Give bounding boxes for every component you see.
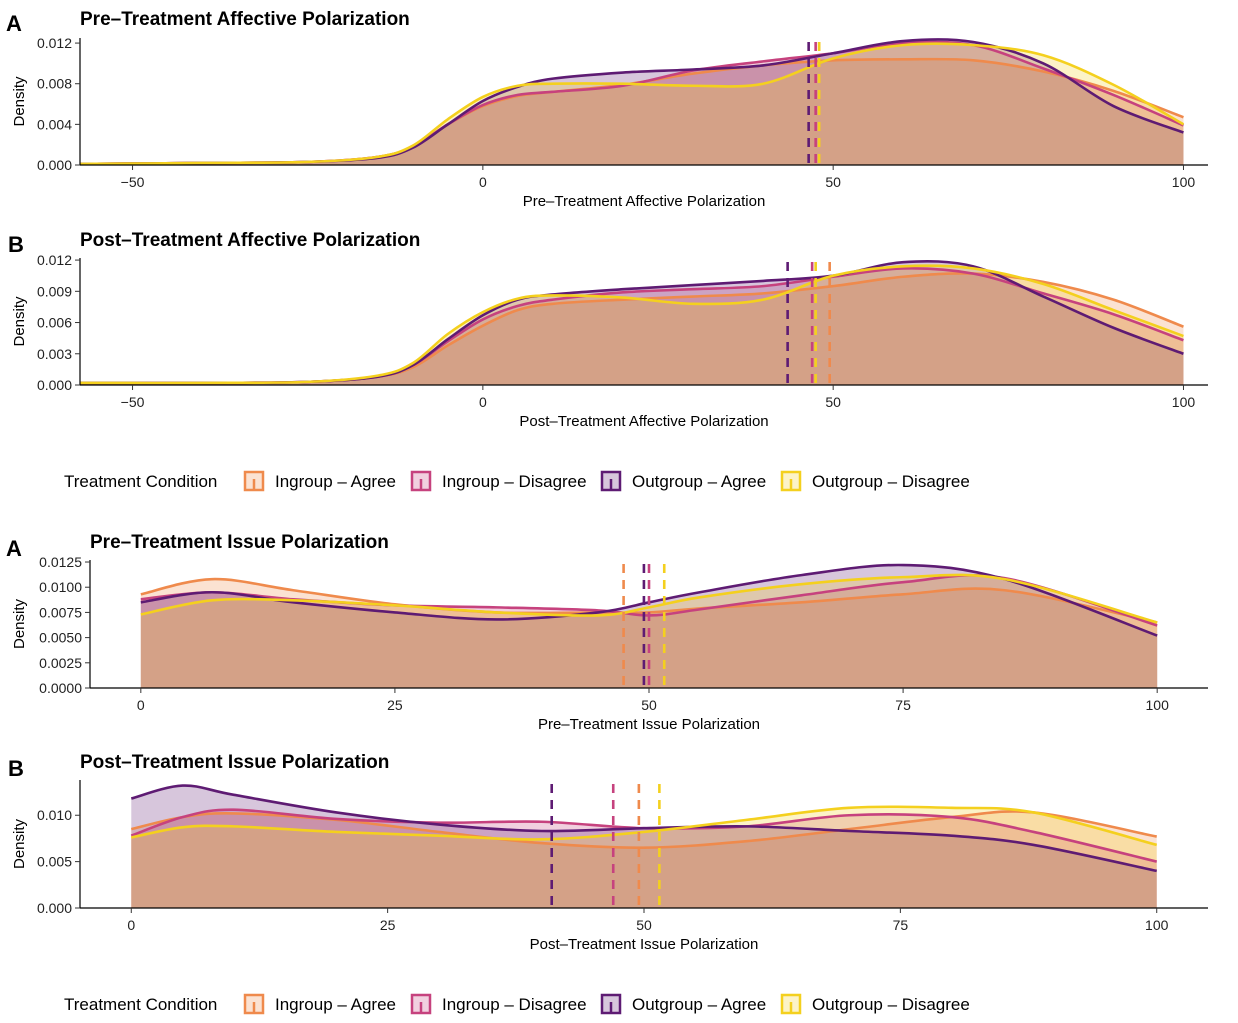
x-axis-title: Post–Treatment Affective Polarization [519,413,768,430]
density-curve [131,805,1158,847]
legend-label: Outgroup – Disagree [812,472,970,491]
y-tick-label: 0.003 [37,346,72,362]
density-fill [80,41,1184,166]
density-fill [80,261,1184,385]
x-tick-label: 50 [636,917,652,933]
x-tick-label: 100 [1145,917,1169,933]
y-tick-label: 0.0100 [39,579,82,595]
y-axis-title: Density [11,296,28,347]
legend-label: Ingroup – Disagree [442,995,587,1014]
x-tick-label: 25 [380,917,396,933]
x-tick-label: 25 [387,697,403,713]
density-fill [80,273,1184,385]
panel-3: A Pre–Treatment Issue Polarization 0.0000 0… [6,532,1208,733]
density-fill [140,564,1158,688]
density-curve [130,808,1158,863]
density-curve [140,573,1158,624]
x-tick-label: 0 [479,174,487,190]
x-tick-label: 100 [1146,697,1170,713]
y-tick-label: 0.000 [37,900,72,916]
legend-item: Ingroup – Agree [243,993,396,1015]
panel-tag: A [6,11,22,36]
legend-2: Treatment Condition Ingroup – Agree Ingrou… [64,993,970,1015]
y-tick-label: 0.000 [37,157,72,173]
density-fill [80,39,1184,165]
x-tick-label: 75 [893,917,909,933]
x-tick-label: −50 [121,174,145,190]
x-tick-label: 75 [895,697,911,713]
density-curve [130,810,1157,850]
legend-title: Treatment Condition [64,995,217,1014]
legend-label: Outgroup – Agree [632,995,766,1014]
panel-title: Pre–Treatment Issue Polarization [90,532,389,553]
legend-item: Outgroup – Agree [600,993,766,1015]
y-axis-title: Density [11,598,28,649]
panel-4: B Post–Treatment Issue Polarization 0.000 0… [8,752,1208,953]
y-tick-label: 0.0075 [39,604,82,620]
x-tick-label: 50 [825,174,841,190]
y-tick-label: 0.009 [37,283,72,299]
y-tick-label: 0.008 [37,76,72,92]
density-fill [80,268,1184,385]
legend-item: Outgroup – Disagree [780,993,970,1015]
y-tick-label: 0.010 [37,807,72,823]
x-tick-label: 0 [479,394,487,410]
x-axis-title: Post–Treatment Issue Polarization [530,936,759,953]
legend-item: Ingroup – Agree [243,470,396,492]
legend-label: Outgroup – Agree [632,472,766,491]
panel-tag: B [8,232,24,257]
legend-item: Ingroup – Disagree [410,993,587,1015]
x-axis-title: Pre–Treatment Issue Polarization [538,716,760,733]
legend-item: Outgroup – Disagree [780,470,970,492]
y-tick-label: 0.0000 [39,680,82,696]
x-tick-label: 0 [127,917,135,933]
x-tick-label: 50 [825,394,841,410]
legend-label: Outgroup – Disagree [812,995,970,1014]
density-curve [140,563,1158,637]
y-axis-title: Density [11,818,28,869]
y-tick-label: 0.0025 [39,655,82,671]
y-tick-label: 0.0125 [39,554,82,570]
legend-label: Ingroup – Agree [275,995,396,1014]
density-fill [80,43,1184,165]
x-tick-label: 100 [1172,174,1196,190]
legend-title: Treatment Condition [64,472,217,491]
panel-2: B Post–Treatment Affective Polarization 0.… [8,230,1208,430]
y-tick-label: 0.000 [37,377,72,393]
x-tick-label: −50 [121,394,145,410]
density-fill [131,811,1157,908]
x-tick-label: 0 [137,697,145,713]
x-tick-label: 50 [641,697,657,713]
density-fill [80,59,1184,166]
panel-tag: B [8,756,24,781]
panel-1: A Pre–Treatment Affective Polarization 0.0… [6,9,1208,210]
y-tick-label: 0.004 [37,116,72,132]
density-curve [79,264,1184,385]
density-curve [79,42,1185,166]
density-curve [130,784,1157,873]
y-tick-label: 0.012 [37,35,72,51]
panel-title: Post–Treatment Issue Polarization [80,752,389,773]
density-fill [80,265,1184,385]
x-tick-label: 100 [1172,394,1196,410]
panel-tag: A [6,536,22,561]
legend-label: Ingroup – Disagree [442,472,587,491]
y-tick-label: 0.006 [37,315,72,331]
panel-title: Post–Treatment Affective Polarization [80,230,420,251]
x-axis-title: Pre–Treatment Affective Polarization [523,193,766,210]
y-axis-title: Density [11,76,28,127]
density-curve [140,577,1158,624]
y-tick-label: 0.0050 [39,630,82,646]
y-tick-label: 0.005 [37,854,72,870]
legend-1: Treatment Condition Ingroup – Agree Ingrou… [64,470,970,492]
legend-item: Outgroup – Agree [600,470,766,492]
y-tick-label: 0.012 [37,252,72,268]
panel-title: Pre–Treatment Affective Polarization [80,9,410,30]
legend-item: Ingroup – Disagree [410,470,587,492]
legend-label: Ingroup – Agree [275,472,396,491]
